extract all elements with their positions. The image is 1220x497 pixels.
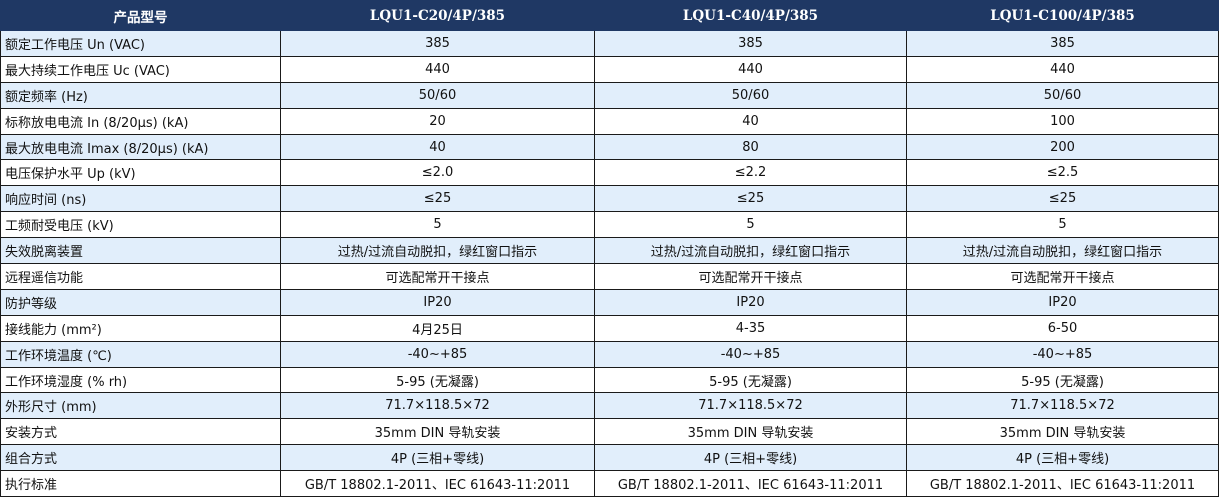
table-row: 组合方式 4P (三相+零线) 4P (三相+零线) 4P (三相+零线) xyxy=(0,444,1219,472)
row-value: 5-95 (无凝露) xyxy=(280,366,595,394)
row-label: 额定工作电压 Un (VAC) xyxy=(0,30,281,57)
table-row: 执行标准 GB/T 18802.1-2011、IEC 61643-11:2011 G… xyxy=(0,470,1219,497)
row-label: 执行标准 xyxy=(0,470,281,497)
row-label: 远程遥信功能 xyxy=(0,263,281,290)
table-row: 安装方式 35mm DIN 导轨安装 35mm DIN 导轨安装 35mm DIN 导… xyxy=(0,418,1219,446)
row-value: -40~+85 xyxy=(594,340,907,368)
row-value: 5 xyxy=(280,211,595,239)
row-value: 20 xyxy=(280,107,595,135)
table-row: 失效脱离装置 过热/过流自动脱扣，绿红窗口指示 过热/过流自动脱扣，绿红窗口指示 过热… xyxy=(0,237,1219,265)
table-row: 接线能力 (mm²) 4月25日 4-35 6-50 xyxy=(0,314,1219,342)
table-row: 防护等级 IP20 IP20 IP20 xyxy=(0,288,1219,316)
row-value: ≤2.5 xyxy=(906,159,1219,187)
header-cell: LQU1-C100/4P/385 xyxy=(906,0,1219,31)
row-value: 71.7×118.5×72 xyxy=(594,392,907,420)
row-label: 响应时间 (ns) xyxy=(0,185,281,213)
row-label: 接线能力 (mm²) xyxy=(0,314,281,342)
row-value: 4-35 xyxy=(594,314,907,342)
row-value: 71.7×118.5×72 xyxy=(280,392,595,420)
row-value: 440 xyxy=(280,55,595,83)
row-value: -40~+85 xyxy=(906,340,1219,368)
row-label: 安装方式 xyxy=(0,418,281,446)
table-row: 最大放电电流 Imax (8/20μs) (kA) 40 80 200 xyxy=(0,133,1219,161)
row-value: IP20 xyxy=(280,288,595,316)
row-label: 组合方式 xyxy=(0,444,281,472)
table-row: 远程遥信功能 可选配常开干接点 可选配常开干接点 可选配常开干接点 xyxy=(0,263,1219,290)
row-value: 5-95 (无凝露) xyxy=(906,366,1219,394)
table-row: 最大持续工作电压 Uc (VAC) 440 440 440 xyxy=(0,55,1219,83)
row-value: 50/60 xyxy=(594,81,907,109)
row-value: GB/T 18802.1-2011、IEC 61643-11:2011 xyxy=(906,470,1219,497)
row-value: 385 xyxy=(906,30,1219,57)
row-value: 50/60 xyxy=(280,81,595,109)
row-value: 40 xyxy=(594,107,907,135)
row-label: 标称放电电流 In (8/20μs) (kA) xyxy=(0,107,281,135)
row-value: 50/60 xyxy=(906,81,1219,109)
table-row: 工作环境湿度 (% rh) 5-95 (无凝露) 5-95 (无凝露) 5-95 (无… xyxy=(0,366,1219,394)
row-value: 过热/过流自动脱扣，绿红窗口指示 xyxy=(280,237,595,265)
row-value: ≤25 xyxy=(594,185,907,213)
row-value: ≤2.2 xyxy=(594,159,907,187)
row-label: 外形尺寸 (mm) xyxy=(0,392,281,420)
table-row: 工作环境温度 (℃) -40~+85 -40~+85 -40~+85 xyxy=(0,340,1219,368)
row-value: 4月25日 xyxy=(280,314,595,342)
row-value: 385 xyxy=(594,30,907,57)
row-value: 385 xyxy=(280,30,595,57)
row-label: 工作环境温度 (℃) xyxy=(0,340,281,368)
row-value: 35mm DIN 导轨安装 xyxy=(280,418,595,446)
row-label: 额定频率 (Hz) xyxy=(0,81,281,109)
table-row: 外形尺寸 (mm) 71.7×118.5×72 71.7×118.5×72 71.7×… xyxy=(0,392,1219,420)
header-row: 产品型号 LQU1-C20/4P/385 LQU1-C40/4P/385 LQU… xyxy=(0,0,1219,31)
row-value: 可选配常开干接点 xyxy=(906,263,1219,290)
row-value: 440 xyxy=(594,55,907,83)
row-value: 200 xyxy=(906,133,1219,161)
row-label: 失效脱离装置 xyxy=(0,237,281,265)
row-value: 4P (三相+零线) xyxy=(906,444,1219,472)
row-value: 4P (三相+零线) xyxy=(594,444,907,472)
header-cell: LQU1-C40/4P/385 xyxy=(594,0,907,31)
row-value: 80 xyxy=(594,133,907,161)
table-row: 响应时间 (ns) ≤25 ≤25 ≤25 xyxy=(0,185,1219,213)
row-value: 4P (三相+零线) xyxy=(280,444,595,472)
row-label: 最大放电电流 Imax (8/20μs) (kA) xyxy=(0,133,281,161)
row-value: ≤25 xyxy=(280,185,595,213)
row-value: 71.7×118.5×72 xyxy=(906,392,1219,420)
row-value: 6-50 xyxy=(906,314,1219,342)
row-value: GB/T 18802.1-2011、IEC 61643-11:2011 xyxy=(280,470,595,497)
row-value: 440 xyxy=(906,55,1219,83)
table-row: 工频耐受电压 (kV) 5 5 5 xyxy=(0,211,1219,239)
row-label: 最大持续工作电压 Uc (VAC) xyxy=(0,55,281,83)
row-value: 5 xyxy=(594,211,907,239)
row-value: ≤2.0 xyxy=(280,159,595,187)
row-value: 40 xyxy=(280,133,595,161)
table-row: 电压保护水平 Up (kV) ≤2.0 ≤2.2 ≤2.5 xyxy=(0,159,1219,187)
row-value: -40~+85 xyxy=(280,340,595,368)
table-row: 额定工作电压 Un (VAC) 385 385 385 xyxy=(0,30,1219,57)
header-cell: LQU1-C20/4P/385 xyxy=(280,0,595,31)
table-row: 标称放电电流 In (8/20μs) (kA) 20 40 100 xyxy=(0,107,1219,135)
row-value: 过热/过流自动脱扣，绿红窗口指示 xyxy=(906,237,1219,265)
row-value: ≤25 xyxy=(906,185,1219,213)
row-label: 工作环境湿度 (% rh) xyxy=(0,366,281,394)
row-value: 可选配常开干接点 xyxy=(594,263,907,290)
row-value: 5 xyxy=(906,211,1219,239)
row-label: 电压保护水平 Up (kV) xyxy=(0,159,281,187)
table-row: 额定频率 (Hz) 50/60 50/60 50/60 xyxy=(0,81,1219,109)
row-label: 工频耐受电压 (kV) xyxy=(0,211,281,239)
row-value: 可选配常开干接点 xyxy=(280,263,595,290)
row-value: IP20 xyxy=(906,288,1219,316)
row-value: 35mm DIN 导轨安装 xyxy=(906,418,1219,446)
row-value: GB/T 18802.1-2011、IEC 61643-11:2011 xyxy=(594,470,907,497)
row-value: 过热/过流自动脱扣，绿红窗口指示 xyxy=(594,237,907,265)
row-label: 防护等级 xyxy=(0,288,281,316)
row-value: 5-95 (无凝露) xyxy=(594,366,907,394)
row-value: 100 xyxy=(906,107,1219,135)
header-cell: 产品型号 xyxy=(0,0,281,31)
row-value: IP20 xyxy=(594,288,907,316)
row-value: 35mm DIN 导轨安装 xyxy=(594,418,907,446)
